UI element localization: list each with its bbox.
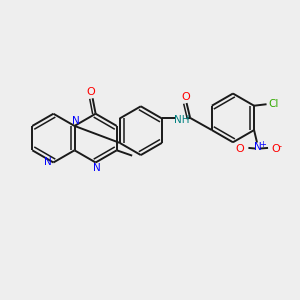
- Text: N: N: [72, 116, 80, 126]
- Text: Cl: Cl: [268, 99, 278, 109]
- Text: -: -: [279, 142, 282, 151]
- Text: NH: NH: [174, 115, 189, 125]
- Text: N: N: [44, 158, 52, 167]
- Text: O: O: [272, 144, 280, 154]
- Text: O: O: [236, 144, 244, 154]
- Text: O: O: [181, 92, 190, 101]
- Text: N: N: [93, 163, 101, 173]
- Text: N: N: [254, 142, 262, 152]
- Text: +: +: [259, 140, 266, 149]
- Text: O: O: [87, 87, 95, 97]
